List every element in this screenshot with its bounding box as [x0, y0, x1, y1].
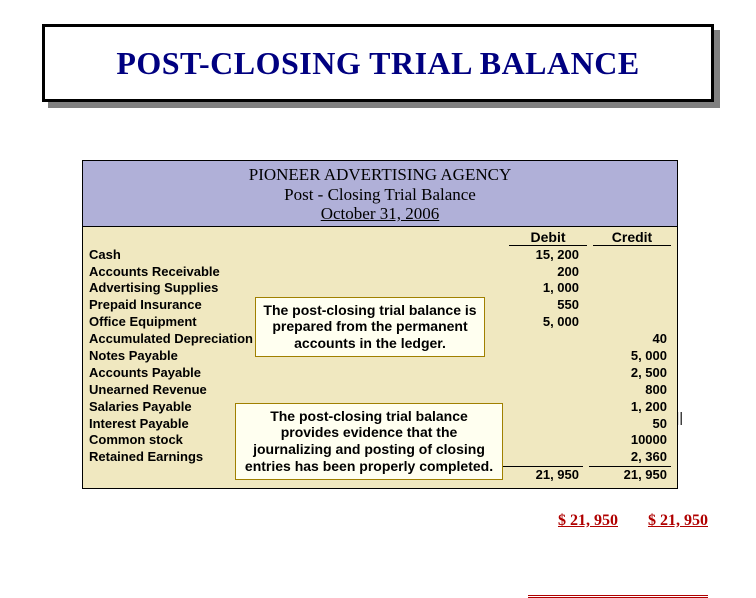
- account-name: Accounts Payable: [89, 365, 495, 382]
- debit-cell: 550: [501, 297, 583, 314]
- credit-cell: 40: [589, 331, 671, 348]
- credit-cell: [589, 314, 671, 331]
- credit-cell: 2, 360: [589, 449, 671, 466]
- credit-header: Credit: [593, 229, 671, 246]
- report-date: October 31, 2006: [83, 204, 677, 224]
- account-name: Unearned Revenue: [89, 382, 495, 399]
- callout-1: The post-closing trial balance is prepar…: [255, 297, 485, 357]
- table-header: PIONEER ADVERTISING AGENCY Post - Closin…: [83, 161, 677, 227]
- slide-title: POST-CLOSING TRIAL BALANCE: [116, 45, 639, 82]
- credit-cell: 2, 500: [589, 365, 671, 382]
- debit-cell: [501, 432, 583, 449]
- credit-cell: [589, 297, 671, 314]
- debit-cell: 200: [501, 264, 583, 281]
- credit-cell: 1, 200: [589, 399, 671, 416]
- table-row: Unearned Revenue 800: [89, 382, 671, 399]
- debit-cell: 5, 000: [501, 314, 583, 331]
- table-row: Accounts Payable 2, 500: [89, 365, 671, 382]
- total-debit: 21, 950: [501, 466, 583, 484]
- credit-cell: 5, 000: [589, 348, 671, 365]
- debit-cell: [501, 348, 583, 365]
- total-credit: 21, 950: [589, 466, 671, 484]
- account-name: Cash: [89, 247, 495, 264]
- credit-cell: [589, 247, 671, 264]
- account-name: Advertising Supplies: [89, 280, 495, 297]
- debit-cell: [501, 416, 583, 433]
- credit-cell: 10000: [589, 432, 671, 449]
- debit-cell: 15, 200: [501, 247, 583, 264]
- credit-cell: [589, 280, 671, 297]
- final-credit: $ 21, 950: [618, 512, 708, 598]
- debit-cell: [501, 382, 583, 399]
- company-name: PIONEER ADVERTISING AGENCY: [83, 165, 677, 185]
- debit-cell: 1, 000: [501, 280, 583, 297]
- debit-cell: [501, 399, 583, 416]
- table-row: Accounts Receivable 200: [89, 264, 671, 281]
- table-row: Cash 15, 200: [89, 247, 671, 264]
- table-body: Debit Credit Cash15, 200Accounts Receiva…: [83, 227, 677, 488]
- account-name: Accounts Receivable: [89, 264, 495, 281]
- credit-cell: 800: [589, 382, 671, 399]
- table-row: Advertising Supplies 1, 000: [89, 280, 671, 297]
- final-totals: $ 21, 950 $ 21, 950: [528, 512, 746, 598]
- final-debit: $ 21, 950: [528, 512, 618, 598]
- debit-header: Debit: [509, 229, 587, 246]
- callout-2: The post-closing trial balance provides …: [235, 403, 503, 480]
- trial-balance-table: PIONEER ADVERTISING AGENCY Post - Closin…: [82, 160, 678, 489]
- title-front: POST-CLOSING TRIAL BALANCE: [42, 24, 714, 102]
- debit-cell: [501, 365, 583, 382]
- credit-cell: 50: [589, 416, 671, 433]
- report-name: Post - Closing Trial Balance: [83, 185, 677, 205]
- tick-mark: ||: [676, 409, 683, 425]
- debit-cell: [501, 449, 583, 466]
- debit-cell: [501, 331, 583, 348]
- title-box: POST-CLOSING TRIAL BALANCE: [42, 24, 714, 102]
- credit-cell: [589, 264, 671, 281]
- slide: POST-CLOSING TRIAL BALANCE PIONEER ADVER…: [0, 0, 756, 576]
- column-headers: Debit Credit: [89, 229, 671, 246]
